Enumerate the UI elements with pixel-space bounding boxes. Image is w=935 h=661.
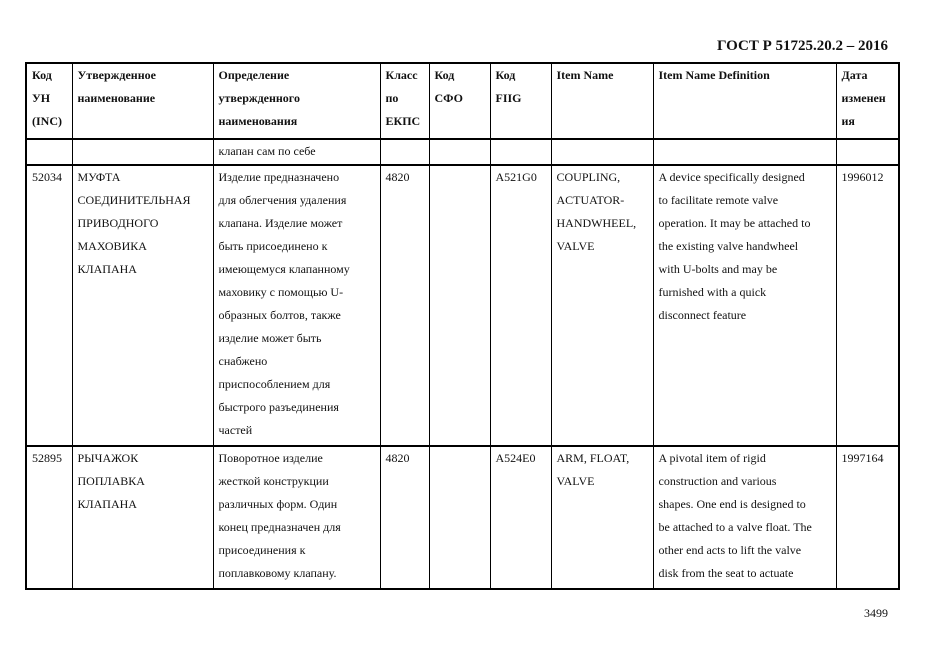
header-inc: Код УН (INC) bbox=[25, 62, 73, 140]
cell: A pivotal item of rigid construction and… bbox=[652, 445, 837, 590]
cell: COUPLING, ACTUATOR- HANDWHEEL, VALVE bbox=[550, 164, 654, 447]
table-row: клапан сам по себе bbox=[25, 138, 900, 166]
cell bbox=[379, 138, 430, 166]
cell: клапан сам по себе bbox=[212, 138, 381, 166]
cell: 1996012 bbox=[835, 164, 900, 447]
header-item-definition: Item Name Definition bbox=[652, 62, 837, 140]
header-definition: Определение утвержденного наименования bbox=[212, 62, 381, 140]
cell bbox=[550, 138, 654, 166]
header-fiig: Код FIIG bbox=[489, 62, 552, 140]
cell: МУФТА СОЕДИНИТЕЛЬНАЯ ПРИВОДНОГО МАХОВИКА… bbox=[71, 164, 214, 447]
cell bbox=[428, 445, 491, 590]
cell: 52034 bbox=[25, 164, 73, 447]
cell: A device specifically designed to facili… bbox=[652, 164, 837, 447]
table-header-row: Код УН (INC) Утвержденное наименование О… bbox=[25, 62, 900, 140]
cell: ARM, FLOAT, VALVE bbox=[550, 445, 654, 590]
cell: 4820 bbox=[379, 445, 430, 590]
cell bbox=[428, 138, 491, 166]
header-class: Класс по ЕКПС bbox=[379, 62, 430, 140]
page-number: 3499 bbox=[864, 606, 888, 620]
cell: 4820 bbox=[379, 164, 430, 447]
item-names-table: Код УН (INC) Утвержденное наименование О… bbox=[25, 62, 900, 590]
cell bbox=[835, 138, 900, 166]
cell bbox=[489, 138, 552, 166]
cell: A524E0 bbox=[489, 445, 552, 590]
cell bbox=[25, 138, 73, 166]
cell: Изделие предназначено для облегчения уда… bbox=[212, 164, 381, 447]
header-sfo: Код СФО bbox=[428, 62, 491, 140]
table-row: 52034 МУФТА СОЕДИНИТЕЛЬНАЯ ПРИВОДНОГО МА… bbox=[25, 164, 900, 447]
table-row: 52895 РЫЧАЖОК ПОПЛАВКА КЛАПАНА Поворотно… bbox=[25, 445, 900, 590]
cell bbox=[71, 138, 214, 166]
cell: РЫЧАЖОК ПОПЛАВКА КЛАПАНА bbox=[71, 445, 214, 590]
document-standard-title: ГОСТ Р 51725.20.2 – 2016 bbox=[716, 38, 888, 54]
cell: 52895 bbox=[25, 445, 73, 590]
header-change-date: Дата изменен ия bbox=[835, 62, 900, 140]
cell bbox=[652, 138, 837, 166]
header-item-name: Item Name bbox=[550, 62, 654, 140]
cell: 1997164 bbox=[835, 445, 900, 590]
cell: Поворотное изделие жесткой конструкции р… bbox=[212, 445, 381, 590]
cell bbox=[428, 164, 491, 447]
header-approved-name: Утвержденное наименование bbox=[71, 62, 214, 140]
cell: A521G0 bbox=[489, 164, 552, 447]
